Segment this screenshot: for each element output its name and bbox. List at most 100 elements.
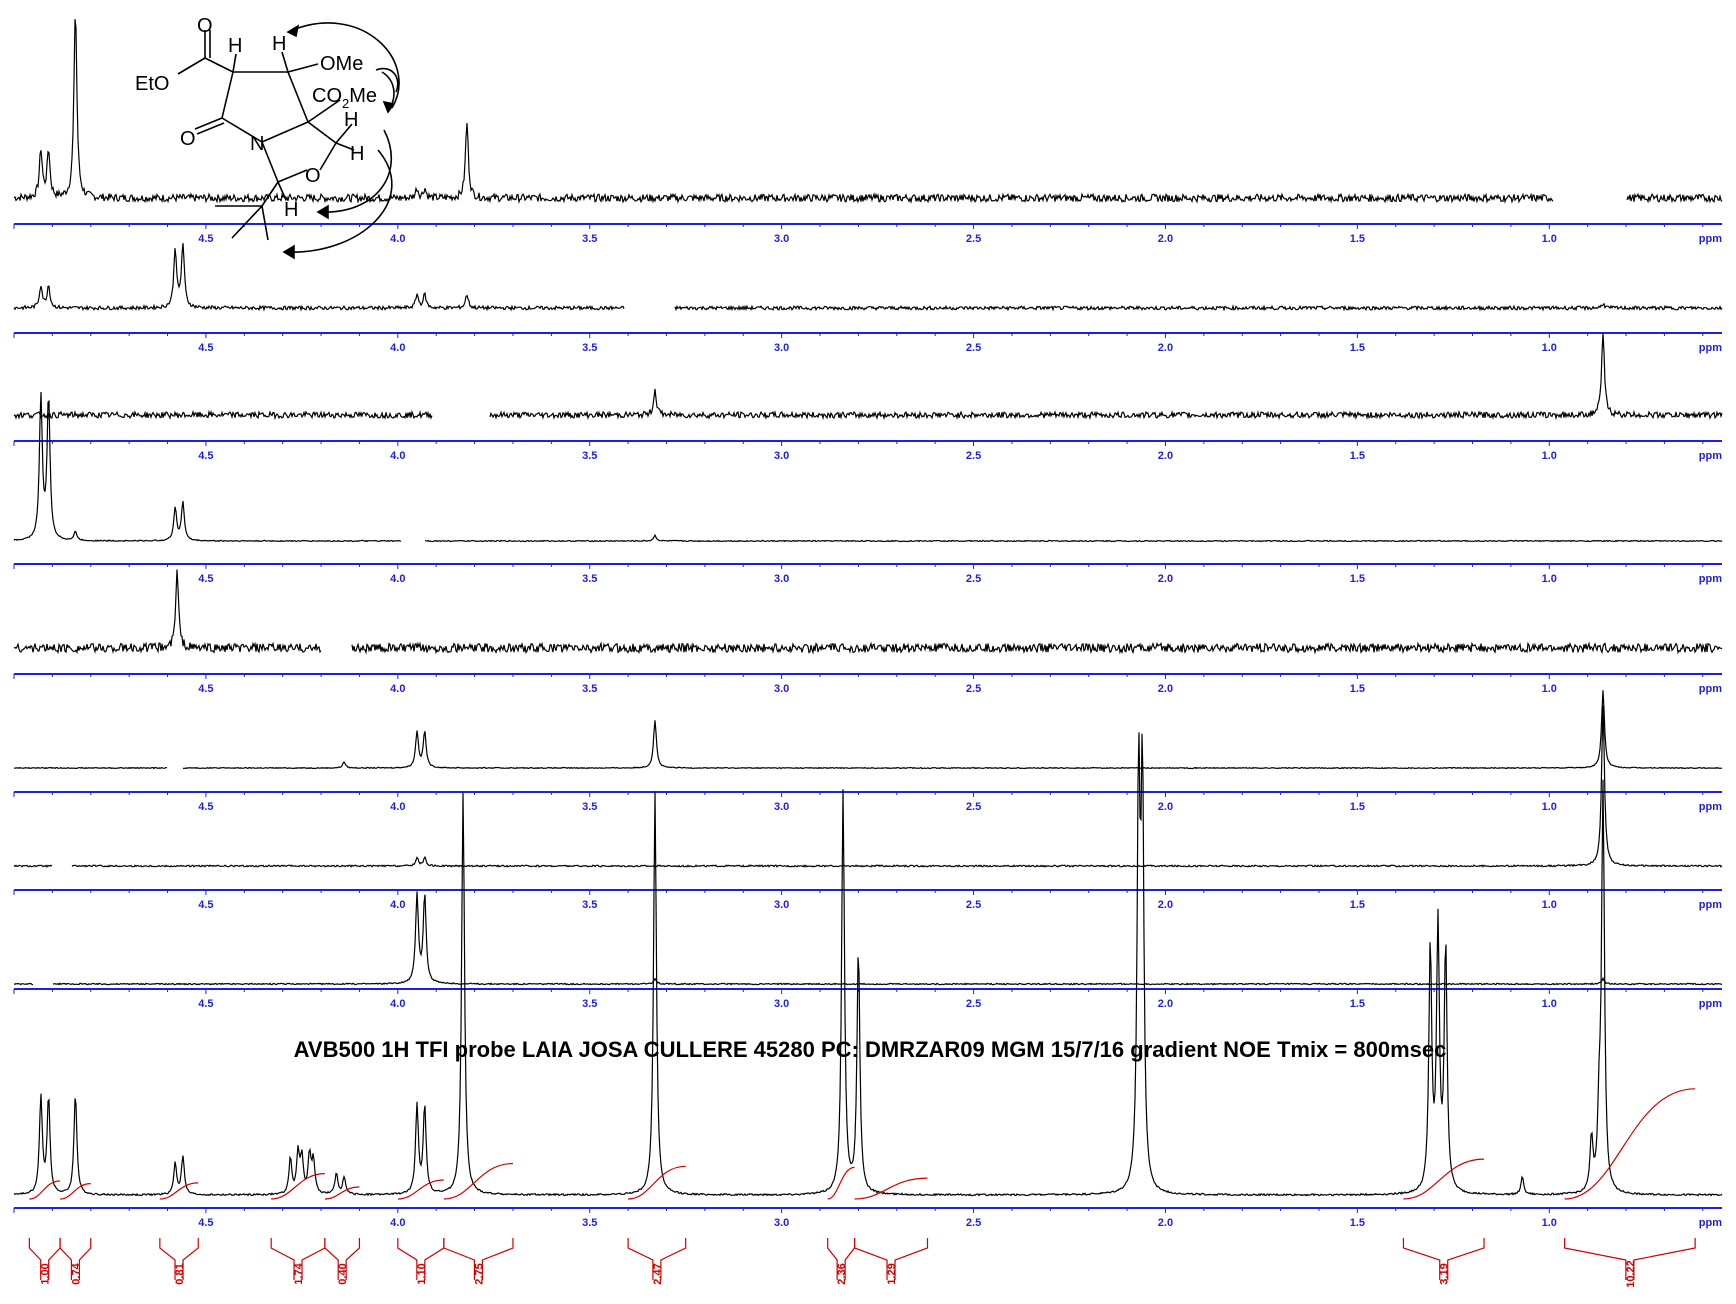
tick-label: 2.0 — [1158, 801, 1173, 813]
tick-label: 3.0 — [774, 899, 789, 911]
tick-label: 2.5 — [966, 233, 981, 245]
integral-value: 2.47 — [652, 1263, 664, 1284]
spectra-panels: 4.5 4.0 3.5 3.0 2.5 2.0 1.5 1.0 ppm 4.5 4.0 3.5 3.0 2… — [13, 19, 1723, 1288]
mol-label-h4: H — [350, 143, 364, 165]
integral-value: 0.40 — [337, 1263, 349, 1284]
tick-label: 4.5 — [198, 450, 213, 462]
tick-label: 2.0 — [1158, 342, 1173, 354]
tick-label: 2.0 — [1158, 998, 1173, 1010]
tick-label: 1.0 — [1542, 801, 1557, 813]
mol-label-h5: H — [284, 199, 298, 221]
integral-bracket — [853, 1238, 929, 1280]
mol-label-co2me: CO2Me — [312, 85, 377, 111]
tick-label: 1.5 — [1350, 899, 1365, 911]
integral-value: 2.36 — [836, 1263, 848, 1284]
tick-label: 3.0 — [774, 450, 789, 462]
tick-label: 1.0 — [1542, 342, 1557, 354]
tick-label: 1.0 — [1542, 1217, 1557, 1229]
mol-label-h2: H — [272, 33, 286, 55]
spectrum-trace — [13, 891, 1723, 986]
tick-label: 1.0 — [1542, 573, 1557, 585]
tick-label: 2.0 — [1158, 573, 1173, 585]
axis-unit-label: ppm — [1699, 1217, 1722, 1229]
axis-unit-label: ppm — [1699, 683, 1722, 695]
tick-label: 4.5 — [198, 342, 213, 354]
spectrum-panel: 4.5 4.0 3.5 3.0 2.5 2.0 1.5 1.0 ppm — [13, 732, 1723, 1229]
mol-label-o-lactam: O — [180, 128, 196, 150]
molecule-structure — [177, 22, 400, 260]
tick-label: 1.5 — [1350, 573, 1365, 585]
spectrum-trace — [13, 391, 1723, 543]
molecule-labels: EtO O O N O H H H H H OMe CO2Me — [135, 15, 377, 221]
spectrum-panel: 4.5 4.0 3.5 3.0 2.5 2.0 1.5 1.0 ppm — [13, 569, 1723, 695]
spectrum-trace — [13, 569, 1723, 655]
mol-label-co2me-me: Me — [349, 85, 377, 107]
integral-curve — [271, 1173, 325, 1200]
tick-label: 1.0 — [1542, 899, 1557, 911]
mol-label-eto: EtO — [135, 73, 169, 95]
integral-bracket — [159, 1238, 199, 1280]
tick-label: 2.5 — [966, 1217, 981, 1229]
spectrum-trace — [14, 690, 1723, 770]
tick-label: 1.5 — [1350, 683, 1365, 695]
tick-label: 4.0 — [390, 998, 405, 1010]
integral-curve — [1403, 1158, 1485, 1200]
tick-label: 1.5 — [1350, 450, 1365, 462]
tick-label: 4.5 — [198, 1217, 213, 1229]
integral-curve — [854, 1177, 928, 1200]
spectrum-trace — [13, 333, 1723, 421]
tick-label: 4.5 — [198, 573, 213, 585]
integral-value: 3.19 — [1439, 1263, 1451, 1284]
tick-label: 2.5 — [966, 899, 981, 911]
tick-label: 3.5 — [582, 573, 597, 585]
axis-unit-label: ppm — [1699, 573, 1722, 585]
mol-label-ome: OMe — [320, 53, 363, 75]
spectrum-panel: 4.5 4.0 3.5 3.0 2.5 2.0 1.5 1.0 ppm — [13, 690, 1723, 813]
integral-bracket — [1402, 1238, 1485, 1280]
tick-label: 3.0 — [774, 998, 789, 1010]
tick-label: 3.5 — [582, 233, 597, 245]
integral-curve — [324, 1186, 360, 1200]
tick-label: 4.5 — [198, 899, 213, 911]
spectrum-trace — [13, 705, 1723, 868]
integral-value: 1.00 — [40, 1263, 52, 1284]
tick-label: 4.0 — [390, 1217, 405, 1229]
integral-curve — [397, 1179, 444, 1200]
spectrum-panel: 4.5 4.0 3.5 3.0 2.5 2.0 1.5 1.0 ppm — [13, 243, 1723, 354]
mol-label-o-ring: O — [305, 165, 321, 187]
integral-value: 1.10 — [416, 1263, 428, 1284]
tick-label: 4.0 — [390, 801, 405, 813]
integral-bracket — [324, 1238, 361, 1280]
axis-unit-label: ppm — [1699, 342, 1722, 354]
tick-label: 2.5 — [966, 450, 981, 462]
tick-label: 2.5 — [966, 801, 981, 813]
tick-label: 3.0 — [774, 683, 789, 695]
integral-curve — [1564, 1088, 1696, 1200]
tick-label: 3.0 — [774, 573, 789, 585]
integral-value: 0.74 — [70, 1262, 82, 1284]
tick-label: 1.0 — [1542, 450, 1557, 462]
integral-curve — [29, 1180, 61, 1200]
spectrum-panel: 4.5 4.0 3.5 3.0 2.5 2.0 1.5 1.0 ppm — [13, 333, 1723, 462]
tick-label: 3.5 — [582, 1217, 597, 1229]
axis-unit-label: ppm — [1699, 801, 1722, 813]
integral-bracket — [443, 1238, 514, 1280]
tick-label: 4.0 — [390, 342, 405, 354]
spectrum-trace — [13, 243, 1723, 312]
tick-label: 2.0 — [1158, 233, 1173, 245]
tick-label: 2.0 — [1158, 899, 1173, 911]
tick-label: 2.0 — [1158, 1217, 1173, 1229]
tick-label: 1.5 — [1350, 233, 1365, 245]
tick-label: 1.5 — [1350, 998, 1365, 1010]
tick-label: 3.0 — [774, 1217, 789, 1229]
tick-label: 4.0 — [390, 450, 405, 462]
spectrum-panel: 4.5 4.0 3.5 3.0 2.5 2.0 1.5 1.0 ppm — [13, 891, 1723, 1010]
spectrum-trace — [13, 19, 1723, 204]
tick-label: 4.0 — [390, 573, 405, 585]
integral-value: 2.75 — [473, 1263, 485, 1284]
axis-unit-label: ppm — [1699, 450, 1722, 462]
integral-value: 0.81 — [174, 1263, 186, 1284]
mol-label-h3: H — [344, 109, 358, 131]
integral-value: 1.74 — [293, 1262, 305, 1284]
tick-label: 2.0 — [1158, 683, 1173, 695]
